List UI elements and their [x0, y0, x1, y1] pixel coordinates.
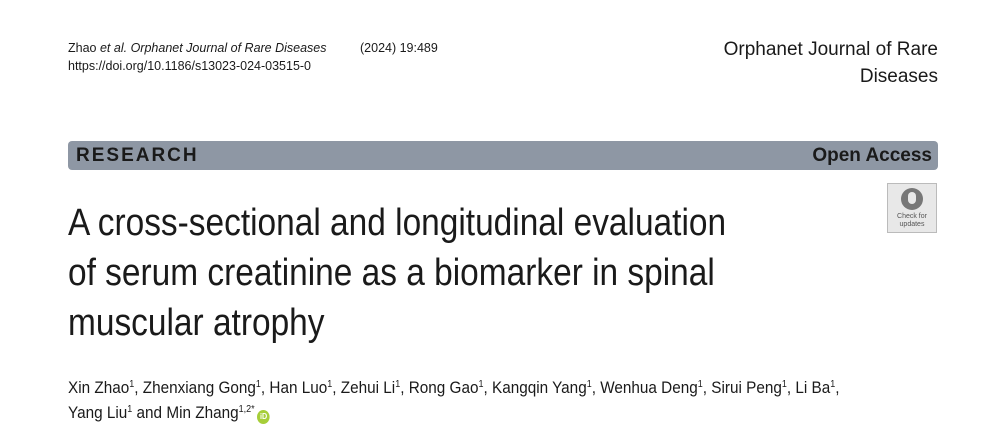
- author-name: Wenhua Deng: [600, 378, 698, 397]
- author[interactable]: Sirui Peng1,: [711, 378, 796, 397]
- citation: Zhao et al. Orphanet Journal of Rare Dis…: [68, 39, 438, 75]
- author[interactable]: Zehui Li1,: [340, 378, 409, 397]
- author-name: Yang Liu: [68, 403, 128, 422]
- article-title: A cross-sectional and longitudinal evalu…: [68, 198, 726, 348]
- author[interactable]: Han Luo1,: [269, 378, 341, 397]
- author[interactable]: Li Ba1,: [795, 378, 840, 397]
- author-affiliation: 1: [830, 379, 836, 390]
- citation-journal: Orphanet Journal of Rare Diseases: [130, 41, 327, 55]
- author-affiliation: 1: [781, 379, 787, 390]
- article-type: RESEARCH: [76, 145, 199, 166]
- author-affiliation: 1: [478, 379, 484, 390]
- author-list: Xin Zhao1, Zhenxiang Gong1, Han Luo1, Ze…: [68, 375, 840, 425]
- author-name: Zhenxiang Gong: [142, 378, 256, 397]
- author[interactable]: Kangqin Yang1,: [491, 378, 601, 397]
- author-affiliation: 1: [697, 379, 703, 390]
- title-line1: A cross-sectional and longitudinal evalu…: [68, 202, 727, 244]
- citation-year-volume: (2024) 19:489: [360, 41, 438, 55]
- author-name: Min Zhang: [166, 403, 239, 422]
- title-line2: of serum creatinine as a biomarker in sp…: [68, 252, 715, 294]
- author[interactable]: Xin Zhao1,: [68, 378, 143, 397]
- author-affiliation: 1: [255, 379, 261, 390]
- orcid-icon[interactable]: iD: [257, 410, 270, 424]
- author-conjunction: and: [136, 403, 163, 422]
- check-updates-line1: Check for: [897, 213, 927, 220]
- author[interactable]: Wenhua Deng1,: [600, 378, 712, 397]
- author-name: Sirui Peng: [711, 378, 782, 397]
- author[interactable]: Min Zhang1,2*: [166, 403, 254, 422]
- citation-authors: Zhao: [68, 41, 97, 55]
- title-line3: muscular atrophy: [68, 302, 325, 344]
- article-type-banner: RESEARCH Open Access: [68, 141, 938, 170]
- check-for-updates-badge[interactable]: Check for updates: [887, 183, 937, 233]
- open-access-label: Open Access: [812, 145, 932, 166]
- author-affiliation: 1: [129, 379, 135, 390]
- author-affiliation: 1: [127, 404, 133, 415]
- doi-link[interactable]: https://doi.org/10.1186/s13023-024-03515…: [68, 59, 312, 73]
- author-name: Zehui Li: [340, 378, 396, 397]
- journal-name: Orphanet Journal of Rare Diseases: [724, 36, 938, 90]
- author[interactable]: Zhenxiang Gong1,: [142, 378, 270, 397]
- citation-et-al: et al.: [99, 41, 128, 55]
- author-affiliation: 1: [327, 379, 333, 390]
- author-name: Li Ba: [795, 378, 831, 397]
- author-affiliation: 1: [395, 379, 401, 390]
- author-name: Han Luo: [269, 378, 328, 397]
- check-updates-line2: updates: [899, 221, 925, 228]
- author-affiliation: 1: [586, 379, 592, 390]
- journal-name-line1: Orphanet Journal of Rare: [723, 39, 938, 60]
- author-name: Kangqin Yang: [491, 378, 587, 397]
- journal-name-line2: Diseases: [859, 66, 938, 87]
- author-affiliation: 1,2*: [238, 404, 255, 415]
- author[interactable]: Yang Liu1: [68, 403, 137, 422]
- author-name: Rong Gao: [408, 378, 479, 397]
- author-name: Xin Zhao: [68, 378, 130, 397]
- check-updates-icon: [901, 188, 923, 210]
- author[interactable]: Rong Gao1,: [408, 378, 492, 397]
